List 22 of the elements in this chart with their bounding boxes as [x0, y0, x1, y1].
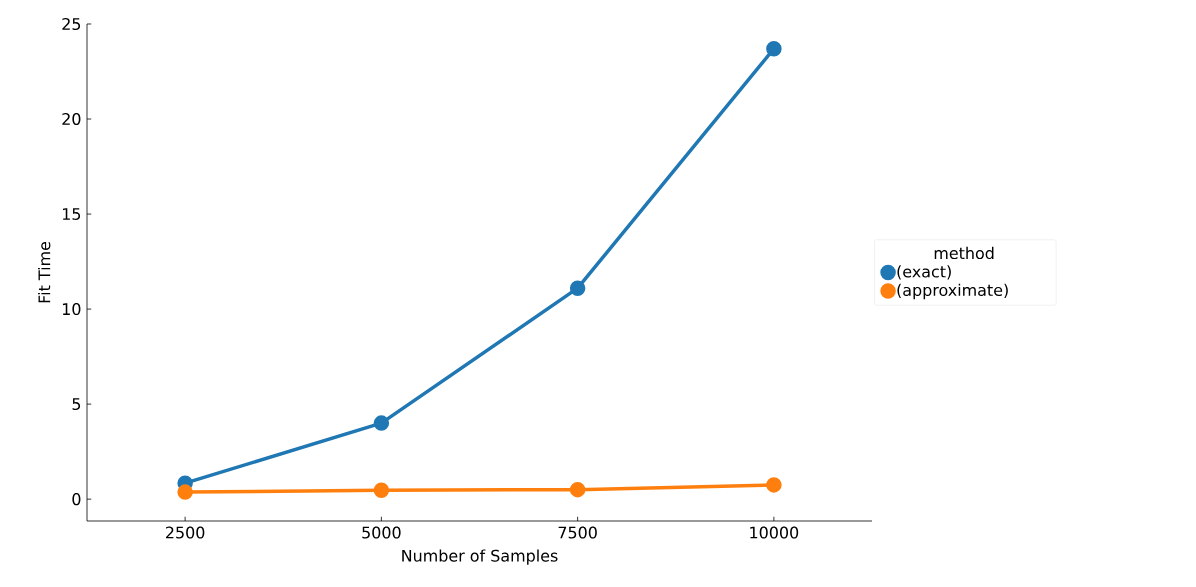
point — [569, 280, 586, 296]
y-tick-label: 15 — [62, 208, 81, 220]
point — [373, 415, 390, 431]
legend-label: (exact) — [897, 265, 951, 280]
y-tick-label: 20 — [62, 113, 81, 126]
y-tick-label: 0 — [72, 493, 81, 506]
point — [766, 477, 782, 493]
y-tick-label: 25 — [62, 17, 81, 31]
legend-label: (approximate) — [897, 283, 1008, 300]
x-tick-label: 10000 — [750, 526, 799, 539]
y-tick-label: 5 — [72, 398, 81, 411]
point — [766, 40, 782, 57]
y-tick-label: 10 — [62, 303, 81, 316]
x-tick-label: 2500 — [166, 526, 205, 539]
point — [373, 482, 390, 498]
point — [177, 484, 193, 500]
y-axis-title: Fit Time — [38, 241, 51, 303]
legend-title: method — [934, 246, 994, 260]
x-tick-label: 7500 — [558, 526, 597, 539]
point — [569, 481, 586, 498]
x-axis-title: Number of Samples — [402, 549, 558, 565]
x-tick-label: 5000 — [362, 526, 401, 539]
